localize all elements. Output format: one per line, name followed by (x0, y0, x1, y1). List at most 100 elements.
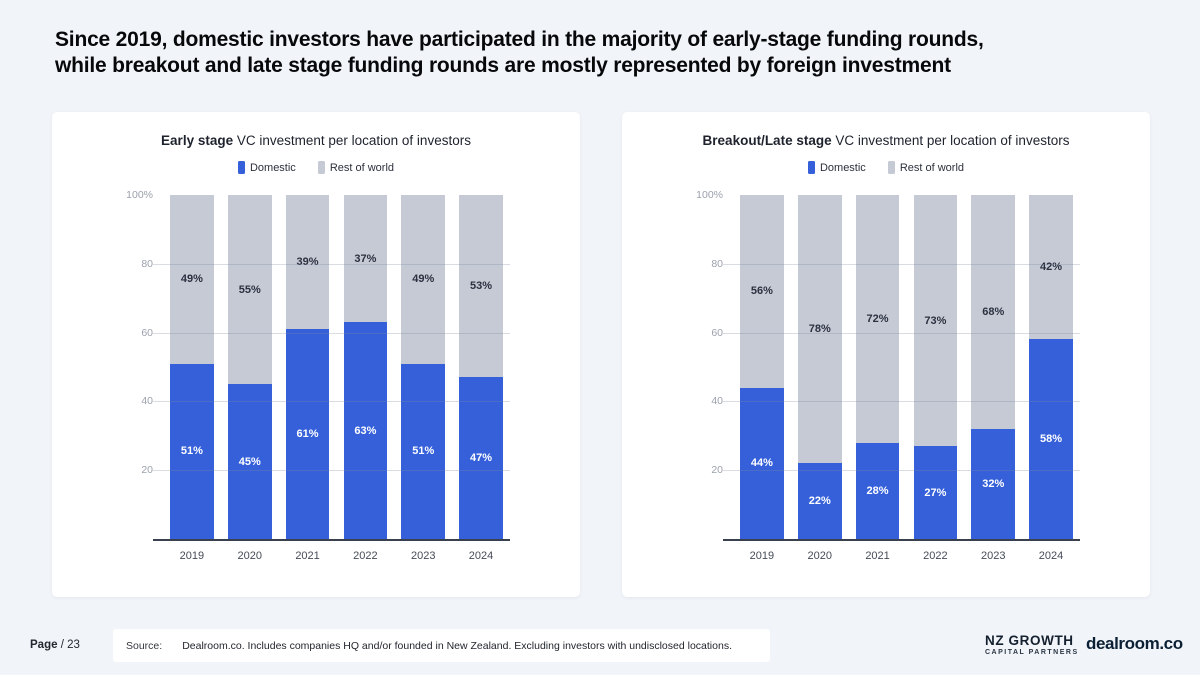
slide-title: Since 2019, domestic investors have part… (55, 27, 1155, 79)
bars-area: 49% 51% 55% 45% 39% 61% 37% 63% 49% 51% 53% 47% (153, 195, 510, 541)
bar-segment-domestic: 22% (797, 463, 842, 539)
bar-value-label: 37% (354, 252, 377, 265)
bar-column-2023: 49% 51% (401, 195, 446, 539)
bar-column-2022: 73% 27% (913, 195, 958, 539)
page-number: Page / 23 (30, 639, 80, 651)
chart-panel-early-stage: Early stage VC investment per location o… (52, 112, 580, 597)
bar-value-label: 44% (750, 457, 773, 470)
y-axis-tick-label: 60 (711, 326, 723, 339)
bar-segment-domestic: 32% (971, 428, 1016, 539)
plot-area: 100% 80 60 40 20 49% 51% 55% 45% 39% 61% 37% 63% 49%… (52, 189, 580, 541)
bar-column-2021: 39% 61% (285, 195, 330, 539)
legend-item-rest-of-world: Rest of world (317, 161, 394, 174)
bar-segment-domestic: 44% (740, 387, 784, 539)
page-label: Page (30, 639, 58, 651)
legend-item-domestic: Domestic (807, 161, 866, 174)
bar-segment-rest-of-world: 53% (459, 195, 503, 378)
bar-segment-domestic: 51% (401, 363, 446, 539)
legend-item-domestic: Domestic (237, 161, 296, 174)
bar-value-label: 28% (866, 484, 889, 497)
y-axis-tick-label: 20 (141, 464, 153, 477)
bar-value-label: 51% (412, 445, 435, 458)
bar-column-2020: 55% 45% (227, 195, 272, 539)
bar-segment-domestic: 61% (285, 329, 330, 539)
legend-item-rest-of-world: Rest of world (887, 161, 964, 174)
y-axis-tick-label: 80 (711, 257, 723, 270)
bar-segment-rest-of-world: 78% (797, 195, 842, 464)
x-axis-label: 2022 (923, 550, 948, 562)
legend: Domestic Rest of world (52, 161, 580, 174)
y-axis-tick-label: 80 (141, 257, 153, 270)
bar-column-2019: 56% 44% (740, 195, 784, 539)
bar-value-label: 61% (296, 428, 319, 441)
bar-segment-rest-of-world: 49% (170, 195, 214, 364)
legend-swatch-domestic-icon (237, 161, 245, 174)
x-axis-label: 2023 (410, 550, 436, 562)
bar-value-label: 49% (180, 273, 203, 286)
bar-series: 49% 51% 55% 45% 39% 61% 37% 63% 49% 51% 53% 47% (163, 195, 510, 539)
x-axis-label: 2021 (865, 550, 890, 562)
chart-title-stage: Breakout/Late stage (702, 133, 832, 148)
gridline (153, 401, 510, 403)
gridline (723, 470, 1080, 472)
bar-value-label: 51% (180, 445, 203, 458)
bar-value-label: 42% (1040, 261, 1063, 274)
bar-segment-rest-of-world: 56% (740, 195, 784, 388)
chart-title: Breakout/Late stage VC investment per lo… (622, 133, 1150, 148)
gridline (153, 332, 510, 334)
x-axis-label: 2024 (468, 550, 494, 562)
legend-swatch-domestic-icon (807, 161, 815, 174)
bar-value-label: 39% (296, 256, 319, 269)
y-axis: 100% 80 60 40 20 (52, 189, 163, 539)
bar-column-2021: 72% 28% (855, 195, 900, 539)
gridline (153, 263, 510, 265)
gridline (723, 401, 1080, 403)
chart-panel-breakout-late-stage: Breakout/Late stage VC investment per lo… (622, 112, 1150, 597)
slide-title-line1: Since 2019, domestic investors have part… (55, 28, 984, 51)
bar-column-2023: 68% 32% (971, 195, 1016, 539)
x-axis-label: 2024 (1038, 550, 1064, 562)
bar-segment-rest-of-world: 39% (285, 195, 330, 330)
bar-segment-domestic: 27% (913, 446, 958, 539)
bar-column-2022: 37% 63% (343, 195, 388, 539)
x-axis-labels: 2019 2020 2021 2022 2023 2024 (733, 550, 1150, 562)
source-bar: Source: Dealroom.co. Includes companies … (113, 629, 770, 662)
gridline (153, 470, 510, 472)
nz-growth-logo-line2: CAPITAL PARTNERS (985, 649, 1079, 656)
x-axis-label: 2019 (749, 550, 775, 562)
bar-segment-rest-of-world: 49% (401, 195, 446, 364)
x-axis-line (153, 539, 510, 541)
bar-value-label: 27% (924, 486, 947, 499)
nz-growth-logo-line1: NZ GROWTH (985, 633, 1074, 648)
bars-area: 56% 44% 78% 22% 72% 28% 73% 27% 68% 32% 42% 58% (723, 195, 1080, 541)
bar-segment-rest-of-world: 55% (227, 195, 272, 385)
bar-segment-domestic: 45% (227, 384, 272, 539)
source-label: Source: (126, 639, 163, 652)
bar-segment-rest-of-world: 73% (913, 195, 958, 447)
bar-column-2024: 42% 58% (1029, 195, 1073, 539)
gridline (723, 332, 1080, 334)
bar-segment-rest-of-world: 37% (343, 195, 388, 323)
bar-value-label: 53% (470, 280, 493, 293)
y-axis-tick-label: 40 (711, 395, 723, 408)
chart-title-stage: Early stage (161, 133, 234, 148)
y-axis: 100% 80 60 40 20 (622, 189, 733, 539)
chart-title-rest: VC investment per location of investors (233, 133, 471, 148)
bar-value-label: 72% (866, 312, 889, 325)
y-axis-tick-label: 20 (711, 464, 723, 477)
bar-value-label: 73% (924, 314, 947, 327)
bar-value-label: 47% (470, 452, 493, 465)
y-axis-tick-label: 40 (141, 395, 153, 408)
x-axis-label: 2020 (237, 550, 262, 562)
x-axis-label: 2023 (980, 550, 1006, 562)
bar-segment-rest-of-world: 72% (855, 195, 900, 443)
bar-segment-domestic: 58% (1029, 339, 1073, 539)
y-axis-tick-label: 100% (696, 189, 723, 201)
bar-value-label: 58% (1040, 433, 1063, 446)
x-axis-label: 2020 (807, 550, 832, 562)
bar-value-label: 78% (808, 323, 831, 336)
bar-segment-rest-of-world: 68% (971, 195, 1016, 429)
x-axis-line (723, 539, 1080, 541)
slide-title-line2: while breakout and late stage funding ro… (55, 54, 951, 77)
